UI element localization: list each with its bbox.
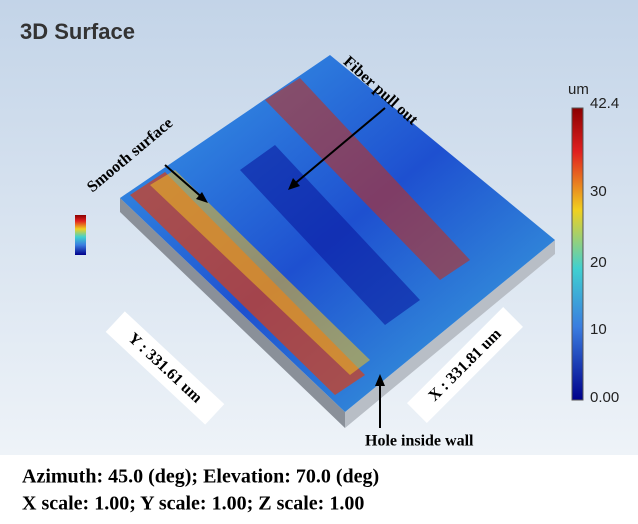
caption-line: X scale: 1.00; Y scale: 1.00; Z scale: 1… [22, 493, 364, 515]
mini-colorbar [75, 215, 86, 255]
panel-title: 3D Surface [20, 19, 135, 44]
colorbar-tick: 30 [590, 183, 607, 200]
page: 3D Surface um 42.4 30 20 10 0.00 Smooth … [0, 0, 638, 519]
figure: 3D Surface um 42.4 30 20 10 0.00 Smooth … [0, 0, 638, 519]
colorbar-tick: 20 [590, 254, 607, 271]
colorbar-tick: 0.00 [590, 389, 619, 406]
annotation: Hole inside wall [365, 433, 474, 450]
colorbar [572, 108, 583, 400]
caption-line: Azimuth: 45.0 (deg); Elevation: 70.0 (de… [22, 466, 379, 488]
colorbar-tick: 10 [590, 321, 607, 338]
colorbar-unit: um [568, 81, 589, 98]
colorbar-tick: 42.4 [590, 95, 619, 112]
